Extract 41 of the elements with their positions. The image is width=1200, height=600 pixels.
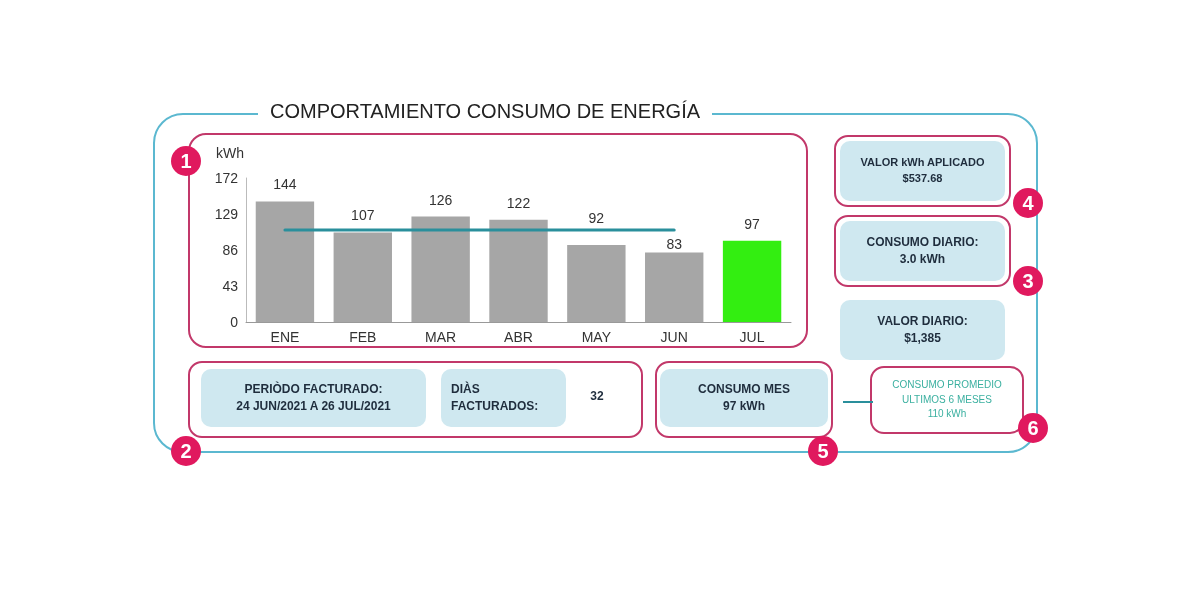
y-tick-label: 129 <box>214 206 239 222</box>
text: DIÀS FACTURADOS: <box>441 369 566 427</box>
bar <box>567 244 626 322</box>
data-label: 92 <box>588 209 605 226</box>
bar <box>411 216 470 322</box>
x-tick-label: MAY <box>581 329 612 345</box>
chart-title: COMPORTAMIENTO CONSUMO DE ENERGÍA <box>258 100 713 123</box>
bar <box>333 232 392 322</box>
y-tick-label: 86 <box>222 242 239 258</box>
text: 3 <box>1013 266 1043 296</box>
y-tick-label: 43 <box>222 278 239 294</box>
x-tick-label: JUN <box>660 329 688 345</box>
text: 2 <box>171 436 201 466</box>
data-label: 107 <box>351 207 375 224</box>
y-axis-title: kWh <box>216 145 244 161</box>
text: 5 <box>808 436 838 466</box>
data-label: 122 <box>506 194 531 211</box>
bar <box>722 240 782 322</box>
x-tick-label: MAR <box>425 329 457 345</box>
data-label: 144 <box>273 176 297 193</box>
text: 32 <box>581 380 613 414</box>
bar <box>255 201 315 322</box>
text: 6 <box>1018 413 1048 443</box>
bar <box>645 252 704 322</box>
data-label: 97 <box>744 215 761 232</box>
text: 1 <box>171 146 201 176</box>
y-tick-label: 172 <box>214 170 239 186</box>
x-tick-label: ABR <box>504 329 533 345</box>
text: CONSUMO DIARIO: 3.0 kWh <box>840 221 1005 281</box>
x-tick-label: JUL <box>739 329 765 345</box>
text: VALOR kWh APLICADO $537.68 <box>840 141 1005 201</box>
text: PERIÒDO FACTURADO: 24 JUN/2021 A 26 JUL/2021 <box>201 369 426 427</box>
x-tick-label: ENE <box>270 329 300 345</box>
text: 4 <box>1013 188 1043 218</box>
data-label: 83 <box>666 235 683 252</box>
text: CONSUMO MES 97 kWh <box>660 369 828 427</box>
y-tick-label: 0 <box>230 314 239 330</box>
bar <box>489 219 548 322</box>
text: VALOR DIARIO: $1,385 <box>840 300 1005 360</box>
data-label: 126 <box>428 191 453 208</box>
x-tick-label: FEB <box>349 329 377 345</box>
